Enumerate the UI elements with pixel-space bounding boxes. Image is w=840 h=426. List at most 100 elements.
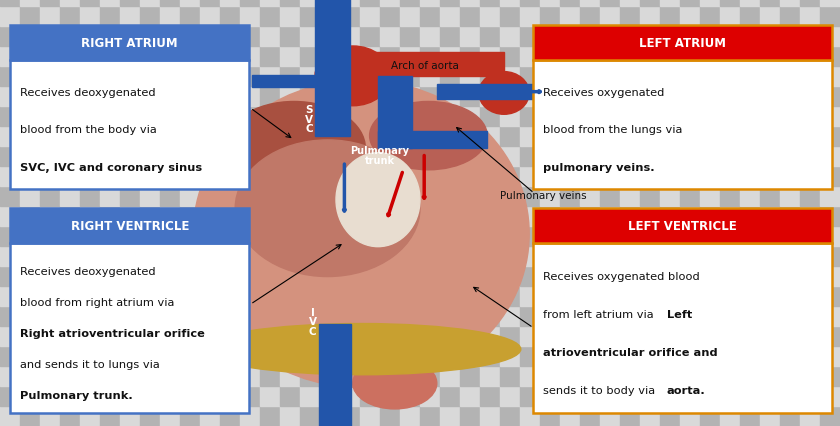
Bar (140, 0, 160, 7)
Bar (180, 27, 200, 47)
Bar (20, 87, 40, 107)
Bar (180, 107, 200, 127)
Bar (120, 386, 140, 406)
Bar (360, 187, 380, 207)
Bar (680, 227, 700, 246)
Bar (180, 127, 200, 147)
Bar (420, 7, 440, 27)
Bar (520, 127, 540, 147)
Bar (460, 47, 480, 67)
Bar (20, 0, 40, 7)
Bar (560, 127, 580, 147)
Bar (640, 227, 660, 246)
Bar (780, 326, 800, 346)
Bar (120, 266, 140, 286)
Bar (360, 286, 380, 306)
Bar (180, 286, 200, 306)
Bar (740, 0, 760, 7)
Bar (380, 7, 400, 27)
Bar (200, 406, 220, 426)
Bar (700, 266, 720, 286)
Bar (780, 47, 800, 67)
Bar (720, 406, 740, 426)
Bar (340, 47, 360, 67)
Bar (40, 27, 60, 47)
Bar (760, 147, 780, 167)
Bar (480, 246, 500, 266)
Bar (520, 27, 540, 47)
Bar (400, 107, 420, 127)
Bar (580, 306, 600, 326)
Bar (680, 27, 700, 47)
Bar (100, 326, 120, 346)
Bar (140, 286, 160, 306)
Bar (740, 107, 760, 127)
Bar (500, 0, 520, 7)
Bar (360, 386, 380, 406)
Bar (820, 346, 840, 366)
Bar (820, 127, 840, 147)
Bar (260, 386, 280, 406)
Bar (620, 87, 640, 107)
Bar (700, 306, 720, 326)
Bar (820, 406, 840, 426)
Bar (60, 366, 80, 386)
Bar (780, 107, 800, 127)
Bar (620, 0, 640, 7)
Bar (740, 187, 760, 207)
Bar (60, 127, 80, 147)
Bar (440, 167, 460, 187)
Bar (140, 87, 160, 107)
Bar (400, 7, 420, 27)
Bar (340, 27, 360, 47)
Bar (760, 0, 780, 7)
Bar (220, 47, 240, 67)
Bar (480, 187, 500, 207)
Text: Receives oxygenated blood: Receives oxygenated blood (543, 272, 701, 282)
Bar (720, 366, 740, 386)
Bar (380, 107, 400, 127)
Bar (640, 346, 660, 366)
Bar (660, 7, 680, 27)
Bar (240, 127, 260, 147)
Bar (100, 227, 120, 246)
Bar (540, 67, 560, 87)
Bar (340, 87, 360, 107)
Bar (140, 386, 160, 406)
Bar (700, 167, 720, 187)
Bar (40, 127, 60, 147)
Bar (680, 406, 700, 426)
Bar (620, 47, 640, 67)
Bar (120, 127, 140, 147)
Bar (320, 67, 340, 87)
Bar (460, 286, 480, 306)
Bar (380, 366, 400, 386)
Bar (80, 27, 100, 47)
Bar (500, 207, 520, 227)
Bar (760, 127, 780, 147)
Bar (600, 47, 620, 67)
Bar (500, 246, 520, 266)
Bar (100, 27, 120, 47)
Bar (180, 306, 200, 326)
Bar (200, 7, 220, 27)
Bar (540, 0, 560, 7)
Bar (360, 27, 380, 47)
Bar (340, 406, 360, 426)
Bar (580, 47, 600, 67)
Bar (160, 406, 180, 426)
Bar (60, 306, 80, 326)
Bar (140, 67, 160, 87)
Bar (440, 0, 460, 7)
Bar (800, 187, 820, 207)
Bar (720, 127, 740, 147)
Bar (520, 47, 540, 67)
Bar (420, 386, 440, 406)
Bar (380, 0, 400, 7)
Bar (820, 246, 840, 266)
Bar (440, 147, 460, 167)
Bar (780, 27, 800, 47)
Bar (540, 27, 560, 47)
Bar (460, 147, 480, 167)
Bar (40, 47, 60, 67)
